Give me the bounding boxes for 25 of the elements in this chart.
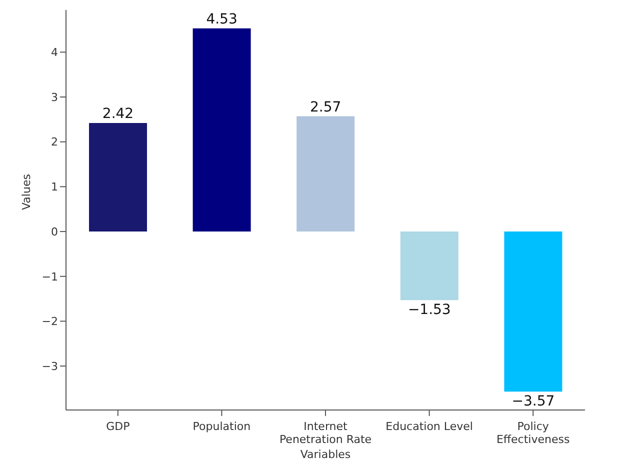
x-tick-label: Population bbox=[192, 420, 251, 433]
y-tick-label: 1 bbox=[51, 180, 58, 194]
x-tick-label: Internet Penetration Rate bbox=[279, 420, 372, 446]
data-label: −3.57 bbox=[512, 394, 555, 410]
y-tick-label: −3 bbox=[42, 360, 58, 373]
y-tick-label: 3 bbox=[51, 90, 58, 104]
y-tick-label: −1 bbox=[42, 270, 58, 284]
data-label: 4.53 bbox=[206, 11, 238, 28]
x-tick-label: Education Level bbox=[386, 420, 473, 433]
y-tick-label: 2 bbox=[51, 136, 58, 149]
y-tick-label: 0 bbox=[51, 225, 58, 238]
data-label: 2.42 bbox=[102, 106, 134, 122]
x-axis-title: Variables bbox=[300, 448, 351, 461]
y-tick-label: 4 bbox=[51, 46, 58, 60]
x-tick-label: GDP bbox=[106, 420, 130, 433]
data-label: −1.53 bbox=[408, 302, 451, 318]
bar bbox=[296, 116, 355, 232]
bar bbox=[400, 232, 458, 300]
x-tick-label: Policy Effectiveness bbox=[496, 420, 570, 446]
bar bbox=[89, 123, 147, 232]
bar bbox=[504, 232, 562, 392]
y-axis-title: Values bbox=[20, 174, 33, 210]
y-tick-label: −2 bbox=[42, 315, 58, 328]
bar bbox=[192, 28, 251, 232]
data-label: 2.57 bbox=[310, 99, 342, 116]
